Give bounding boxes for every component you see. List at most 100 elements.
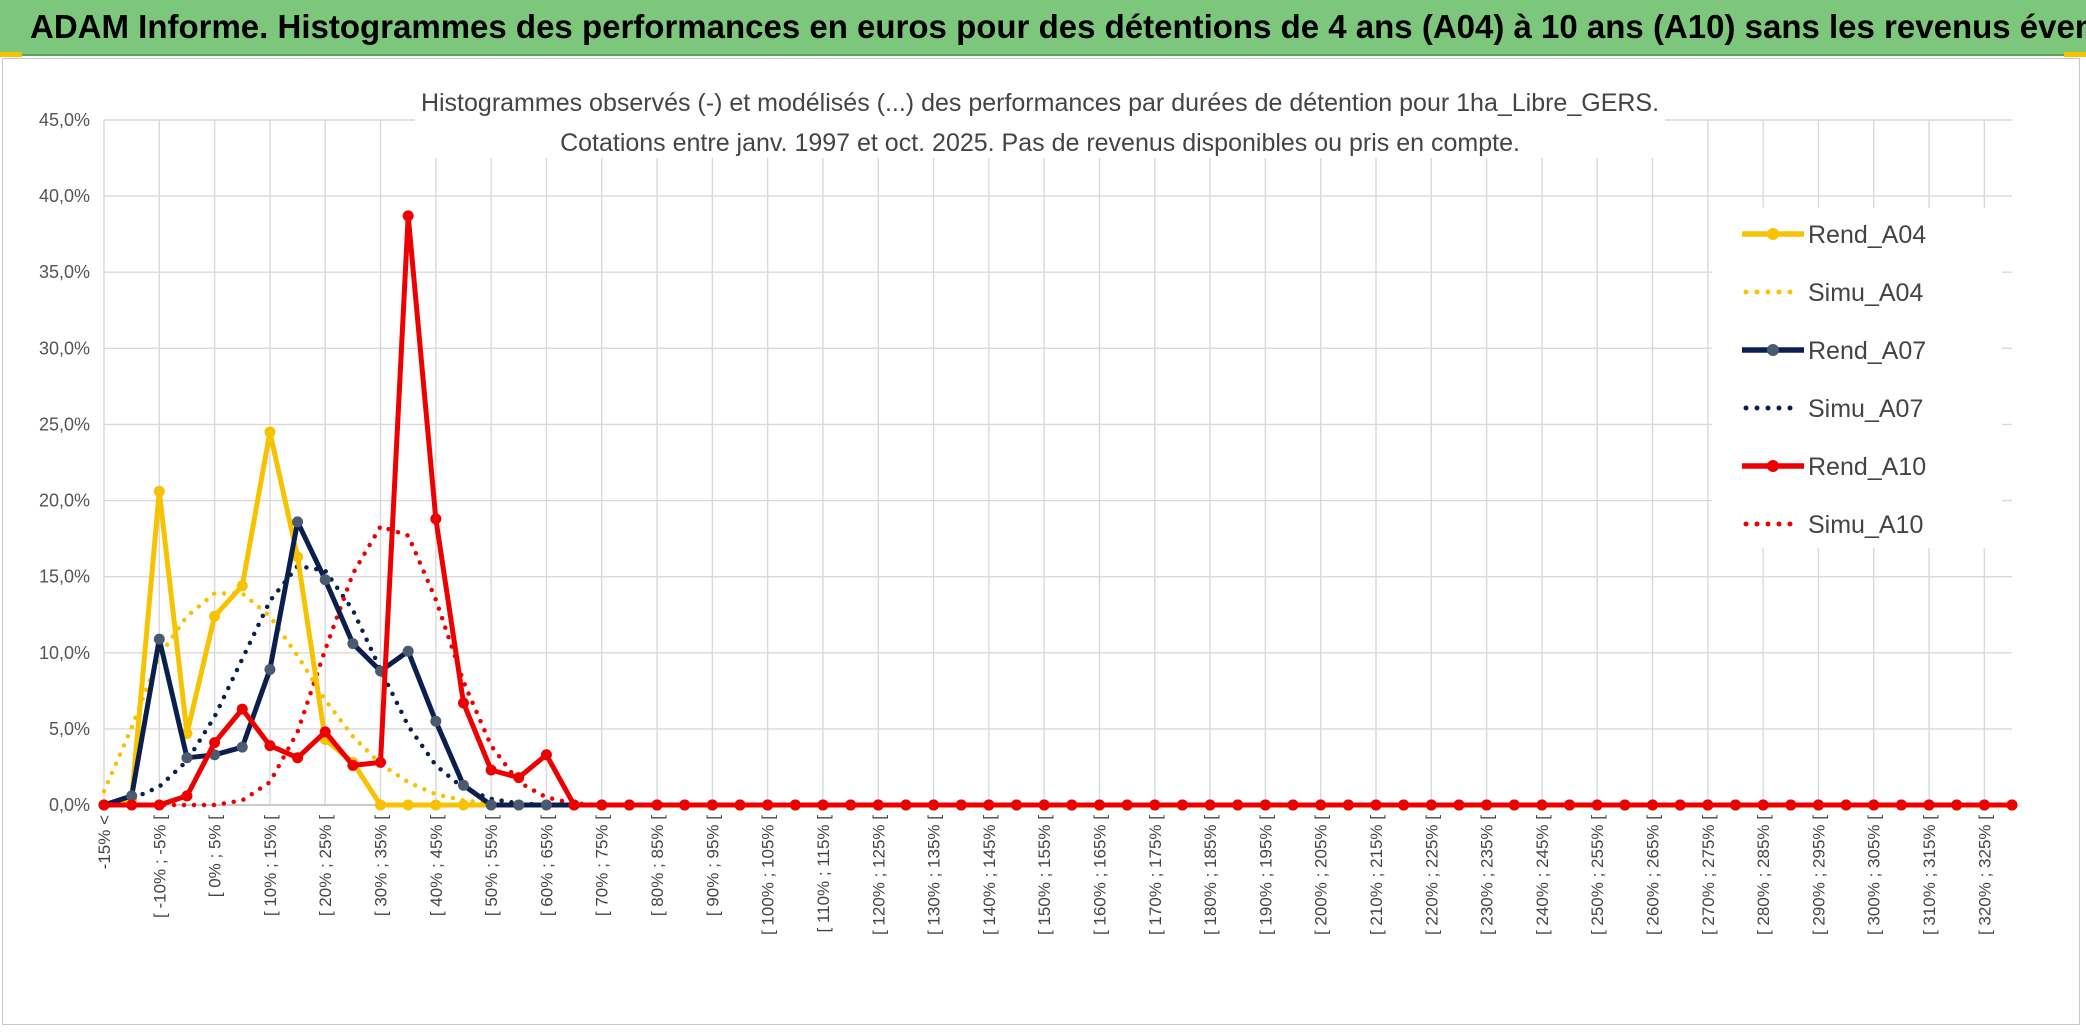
point-rend-a07 (236, 741, 248, 753)
legend-background (1712, 208, 2002, 548)
point-rend-a07 (485, 799, 497, 811)
point-rend-a10 (1066, 799, 1078, 811)
point-rend-a10 (1868, 799, 1880, 811)
point-rend-a10 (845, 799, 857, 811)
x-tick-label: [ 110% ; 115% [ (814, 815, 833, 933)
point-rend-a10 (1951, 799, 1963, 811)
point-rend-a10 (1342, 799, 1354, 811)
point-rend-a10 (679, 799, 691, 811)
legend-label-simu-a04: Simu_A04 (1808, 279, 1923, 307)
point-rend-a04 (430, 799, 442, 811)
point-rend-a10 (347, 759, 359, 771)
y-tick-label: 15,0% (39, 567, 90, 587)
y-tick-label: 45,0% (39, 110, 90, 130)
point-rend-a10 (1564, 799, 1576, 811)
y-tick-label: 5,0% (49, 719, 90, 739)
corner-mark-right (2064, 52, 2086, 57)
series-line-rend-a10 (104, 213, 2012, 808)
x-tick-label: [ -10% ; -5% [ (150, 815, 169, 918)
point-rend-a10 (457, 697, 469, 709)
x-tick-label: [ 220% ; 225% [ (1422, 815, 1441, 935)
point-rend-a04 (375, 799, 387, 811)
x-tick-label: [ 210% ; 215% [ (1367, 815, 1386, 935)
point-rend-a10 (1011, 799, 1023, 811)
y-axis-ticks: 0,0% 5,0% 10,0% 15,0% 20,0% 25,0% 30,0% 35,0% 40… (39, 110, 90, 815)
legend-marker-rend-a07 (1767, 344, 1779, 356)
point-rend-a10 (706, 799, 718, 811)
point-rend-a10 (1287, 799, 1299, 811)
x-tick-label: [ 280% ; 285% [ (1754, 815, 1773, 935)
point-rend-a10 (762, 799, 774, 811)
point-rend-a10 (98, 799, 110, 811)
x-tick-label: [ 100% ; 105% [ (759, 815, 778, 935)
x-tick-label: [ 50% ; 55% [ (482, 815, 501, 916)
point-rend-a04 (209, 610, 221, 622)
point-rend-a10 (1453, 799, 1465, 811)
point-rend-a10 (734, 799, 746, 811)
x-tick-label: [ 140% ; 145% [ (980, 815, 999, 935)
x-tick-label: [ 190% ; 195% [ (1256, 815, 1275, 935)
point-rend-a07 (457, 779, 469, 791)
point-rend-a10 (319, 726, 331, 738)
x-tick-label: [ 200% ; 205% [ (1312, 815, 1331, 935)
point-rend-a10 (2006, 799, 2018, 811)
point-rend-a10 (789, 799, 801, 811)
x-tick-label: [ 270% ; 275% [ (1699, 815, 1718, 935)
series-line-simu-a07 (101, 563, 2015, 808)
x-tick-label: [ 70% ; 75% [ (593, 815, 612, 916)
series-line-simu-a04 (101, 591, 2015, 808)
x-tick-label: -15% < (95, 815, 114, 869)
x-tick-label: [ 310% ; 315% [ (1920, 815, 1939, 935)
point-rend-a10 (1481, 799, 1493, 811)
point-rend-a10 (1785, 799, 1797, 811)
point-rend-a04 (236, 580, 248, 592)
point-rend-a10 (900, 799, 912, 811)
title-background (415, 82, 1665, 158)
series-layer (98, 210, 2018, 811)
chart-subtitle: Cotations entre janv. 1997 et oct. 2025.… (560, 129, 1520, 157)
point-rend-a07 (430, 715, 442, 727)
x-tick-label: [ 130% ; 135% [ (925, 815, 944, 935)
point-rend-a10 (1619, 799, 1631, 811)
point-rend-a10 (292, 752, 304, 764)
point-rend-a10 (430, 513, 442, 525)
x-tick-label: [ 230% ; 235% [ (1478, 815, 1497, 935)
point-rend-a10 (983, 799, 995, 811)
y-tick-label: 30,0% (39, 338, 90, 358)
point-rend-a10 (1315, 799, 1327, 811)
point-rend-a10 (1591, 799, 1603, 811)
point-rend-a07 (540, 799, 552, 811)
point-rend-a10 (264, 740, 276, 752)
legend-label-rend-a04: Rend_A04 (1808, 221, 1926, 249)
point-rend-a10 (928, 799, 940, 811)
x-tick-label: [ 150% ; 155% [ (1035, 815, 1054, 935)
point-rend-a10 (1176, 799, 1188, 811)
point-rend-a07 (402, 645, 414, 657)
x-tick-label: [ 120% ; 125% [ (869, 815, 888, 935)
point-rend-a07 (292, 516, 304, 528)
legend-label-rend-a07: Rend_A07 (1808, 337, 1926, 365)
point-rend-a10 (153, 799, 165, 811)
point-rend-a10 (955, 799, 967, 811)
point-rend-a04 (457, 799, 469, 811)
point-rend-a10 (513, 772, 525, 784)
point-rend-a10 (1121, 799, 1133, 811)
point-rend-a10 (1757, 799, 1769, 811)
point-rend-a10 (540, 749, 552, 761)
x-tick-label: [ 160% ; 165% [ (1090, 815, 1109, 935)
point-rend-a10 (1923, 799, 1935, 811)
point-rend-a07 (264, 664, 276, 676)
x-tick-label: [ 250% ; 255% [ (1588, 815, 1607, 935)
point-rend-a07 (319, 574, 331, 586)
legend-marker-rend-a10 (1767, 460, 1779, 472)
chart-frame (2, 58, 2080, 1025)
point-rend-a10 (485, 764, 497, 776)
corner-mark-left (0, 52, 22, 57)
legend: Rend_A04 Simu_A04 Rend_A07 Simu_A07 Rend_A10… (1742, 221, 1926, 539)
y-tick-label: 40,0% (39, 186, 90, 206)
point-rend-a10 (651, 799, 663, 811)
point-rend-a10 (1370, 799, 1382, 811)
legend-marker-rend-a04 (1767, 228, 1779, 240)
point-rend-a10 (181, 790, 193, 802)
y-tick-label: 35,0% (39, 262, 90, 282)
